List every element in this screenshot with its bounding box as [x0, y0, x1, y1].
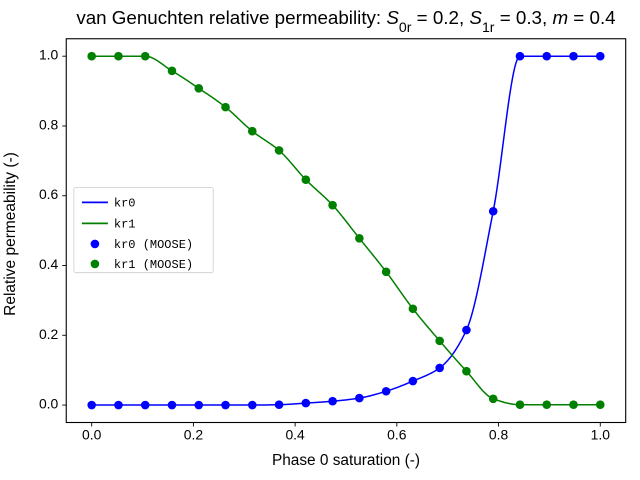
svg-text:0.0: 0.0 [39, 396, 59, 412]
svg-text:kr1: kr1 [114, 217, 136, 231]
svg-text:0.6: 0.6 [387, 427, 407, 443]
svg-text:0.2: 0.2 [39, 326, 59, 342]
svg-text:0.8: 0.8 [39, 116, 59, 132]
svg-text:kr0: kr0 [114, 196, 136, 210]
svg-text:1.0: 1.0 [39, 47, 59, 63]
svg-text:0.0: 0.0 [82, 427, 102, 443]
svg-text:0.6: 0.6 [39, 186, 59, 202]
svg-text:kr1 (MOOSE): kr1 (MOOSE) [114, 258, 193, 272]
svg-text:0.8: 0.8 [489, 427, 509, 443]
svg-text:kr0 (MOOSE): kr0 (MOOSE) [114, 238, 193, 252]
svg-text:0.2: 0.2 [184, 427, 204, 443]
svg-text:0.4: 0.4 [39, 256, 59, 272]
svg-text:0.4: 0.4 [285, 427, 305, 443]
svg-text:1.0: 1.0 [591, 427, 611, 443]
